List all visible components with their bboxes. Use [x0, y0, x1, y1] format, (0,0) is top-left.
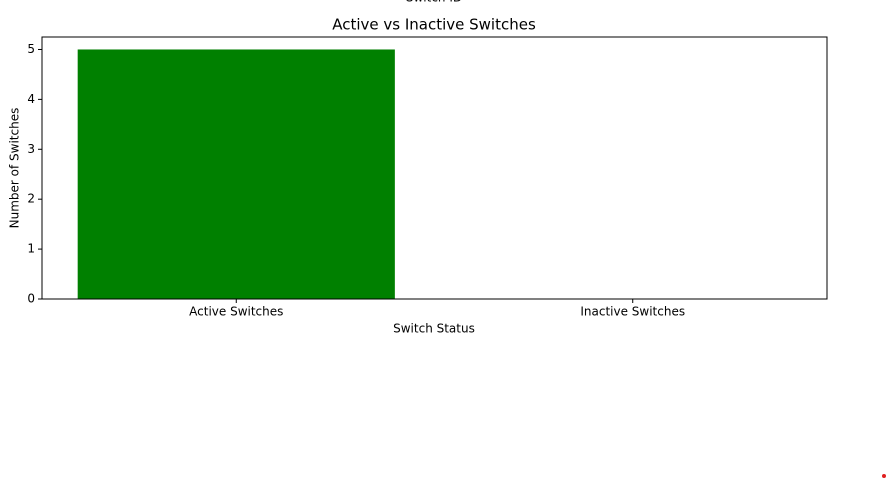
y-tick-label: 5: [27, 42, 35, 56]
y-axis-label: Number of Switches: [8, 108, 22, 229]
y-tick-label: 0: [27, 292, 35, 306]
cut-off-label: Switch ID: [406, 0, 462, 5]
x-axis-label: Switch Status: [393, 322, 475, 336]
bar: [77, 49, 395, 299]
y-tick-label: 2: [27, 192, 35, 206]
x-tick-label: Active Switches: [189, 305, 283, 319]
chart-title: Active vs Inactive Switches: [332, 16, 536, 34]
y-tick-label: 1: [27, 242, 35, 256]
x-tick-label: Inactive Switches: [580, 305, 685, 319]
plot-frame: [41, 36, 828, 300]
y-tick-label: 4: [27, 92, 35, 106]
y-tick-label: 3: [27, 142, 35, 156]
cursor-dot: [882, 474, 886, 478]
